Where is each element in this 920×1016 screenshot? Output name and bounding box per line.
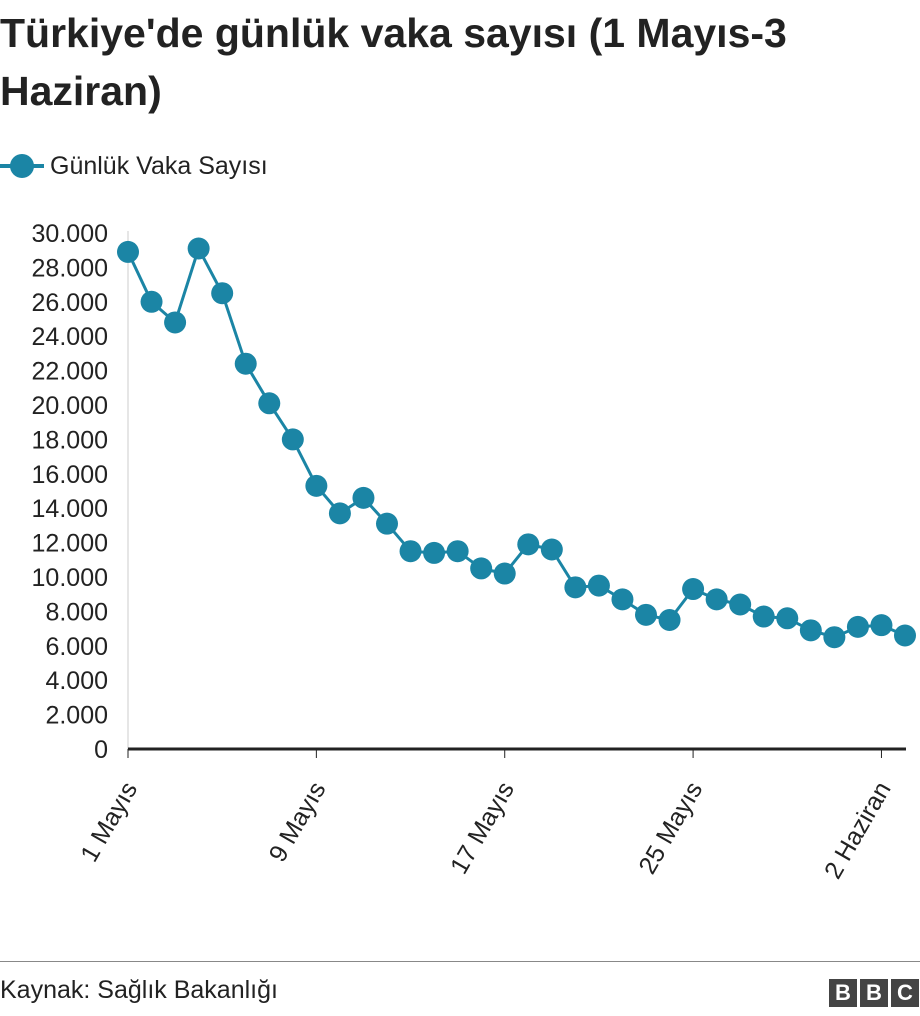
- data-point: [611, 588, 634, 611]
- x-tick-label: 1 Mayıs: [75, 777, 143, 867]
- data-point: [493, 562, 516, 585]
- series-line: [126, 247, 906, 639]
- data-point: [540, 538, 563, 561]
- bbc-logo-letter: B: [860, 979, 888, 1007]
- y-tick-label: 12.000: [32, 530, 108, 558]
- data-point: [399, 540, 422, 563]
- data-point: [140, 290, 163, 313]
- y-tick-label: 2.000: [45, 702, 108, 730]
- data-point: [776, 607, 799, 630]
- x-tick-label: 25 Mayıs: [633, 777, 708, 879]
- line-chart: 0 2.000 4.000 6.000 8.000 10.000 12.000 14.000 1…: [32, 220, 916, 884]
- data-point: [258, 392, 281, 415]
- legend: Günlük Vaka Sayısı: [0, 146, 268, 186]
- data-point: [305, 474, 328, 497]
- footer-divider: [0, 961, 920, 962]
- data-point: [376, 512, 398, 535]
- y-tick-label: 28.000: [32, 254, 108, 282]
- data-point: [423, 541, 446, 564]
- data-point: [682, 578, 705, 601]
- data-point: [117, 240, 139, 263]
- data-point: [517, 533, 540, 556]
- data-point: [658, 609, 681, 631]
- y-tick-label: 8.000: [45, 598, 108, 626]
- data-point: [352, 486, 375, 509]
- bbc-logo-letter: B: [829, 979, 857, 1007]
- data-point: [211, 282, 234, 305]
- data-point: [752, 605, 775, 628]
- data-point: [846, 615, 869, 638]
- data-point: [587, 574, 610, 597]
- data-point: [470, 557, 493, 580]
- data-point: [635, 603, 657, 626]
- y-tick-label: 0: [94, 736, 108, 764]
- y-tick-label: 14.000: [32, 495, 108, 523]
- y-tick-label: 20.000: [32, 392, 108, 420]
- bbc-logo-letter: C: [891, 979, 919, 1007]
- y-tick-label: 6.000: [45, 633, 108, 661]
- data-point: [281, 428, 304, 451]
- bbc-logo: B B C: [829, 979, 919, 1007]
- y-tick-label: 24.000: [32, 323, 108, 351]
- data-point: [234, 352, 257, 375]
- data-point: [564, 576, 587, 599]
- source-note: Kaynak: Sağlık Bakanlığı: [0, 976, 278, 1004]
- x-tick-label: 9 Mayıs: [264, 777, 332, 867]
- y-tick-label: 18.000: [32, 426, 108, 454]
- data-point: [870, 614, 893, 637]
- chart-title: Türkiye'de günlük vaka sayısı (1 Mayıs-3…: [0, 10, 787, 114]
- x-tick-label: 2 Haziran: [819, 777, 897, 884]
- data-point: [894, 624, 916, 647]
- data-point: [823, 626, 846, 649]
- x-tick-label: 17 Mayıs: [445, 777, 520, 879]
- y-tick-label: 4.000: [45, 667, 108, 695]
- data-point: [187, 237, 210, 260]
- legend-marker-icon: [0, 152, 46, 180]
- y-tick-label: 16.000: [32, 461, 108, 489]
- data-point: [799, 619, 822, 642]
- legend-label: Günlük Vaka Sayısı: [50, 151, 268, 180]
- data-point: [164, 311, 187, 334]
- data-point: [328, 502, 351, 525]
- y-tick-label: 30.000: [32, 220, 108, 248]
- legend-dot: [10, 154, 34, 178]
- y-tick-label: 22.000: [32, 358, 108, 386]
- data-point: [729, 593, 752, 616]
- y-tick-label: 26.000: [32, 289, 108, 317]
- y-tick-label: 10.000: [32, 564, 108, 592]
- data-point: [446, 540, 469, 563]
- data-point: [705, 588, 728, 611]
